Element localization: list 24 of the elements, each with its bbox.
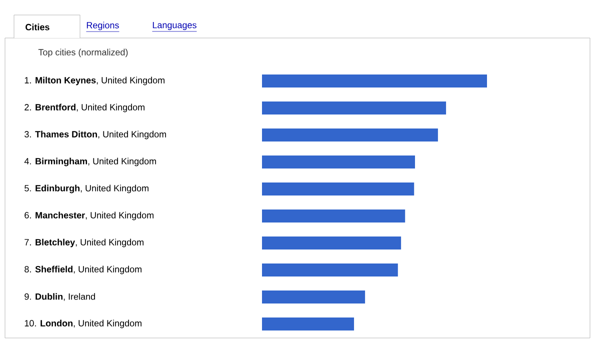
y-tick-label: 9. Dublin, Ireland [24,293,95,301]
text: Languages [152,22,196,30]
bar [262,74,487,88]
text: Cities [26,24,50,30]
bar [262,317,354,330]
y-tick-label: 5. Edinburgh, United Kingdom [24,184,148,194]
bar [262,236,402,250]
bar [262,209,406,222]
y-tick-label: 3. Thames Ditton, United Kingdom [24,130,166,140]
y-tick-label: 1. Milton Keynes, United Kingdom [24,76,164,86]
bar [262,182,414,196]
bar [262,156,415,168]
text: Top cities (normalized) [38,48,128,58]
bar [262,128,438,142]
bar [262,290,366,304]
y-tick-label: 2. Brentford, United Kingdom [24,104,144,112]
text: Regions [86,22,119,30]
y-tick-label: 10. London, United Kingdom [24,320,142,328]
y-tick-label: 7. Bletchley, United Kingdom [24,238,144,248]
bar [262,263,398,276]
y-tick-label: 6. Manchester, United Kingdom [24,212,154,220]
bar [262,101,446,114]
y-tick-label: 8. Sheffield, United Kingdom [24,266,142,274]
y-tick-label: 4. Birmingham, United Kingdom [24,158,156,166]
